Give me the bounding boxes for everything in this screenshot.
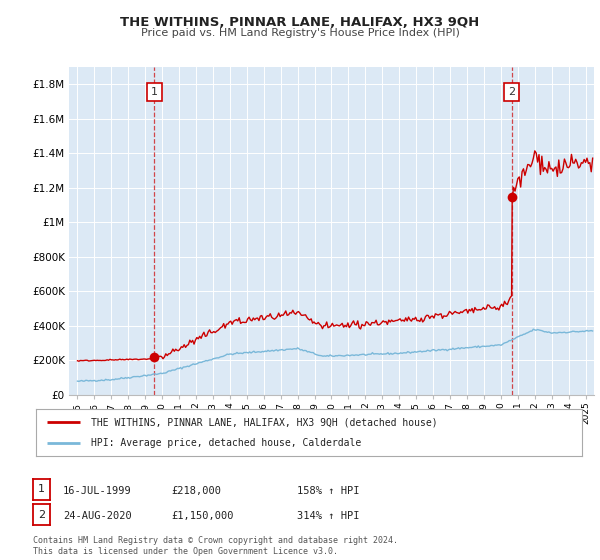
Text: THE WITHINS, PINNAR LANE, HALIFAX, HX3 9QH (detached house): THE WITHINS, PINNAR LANE, HALIFAX, HX3 9… xyxy=(91,417,437,427)
Text: Price paid vs. HM Land Registry's House Price Index (HPI): Price paid vs. HM Land Registry's House … xyxy=(140,28,460,38)
Text: 158% ↑ HPI: 158% ↑ HPI xyxy=(297,486,359,496)
Text: 2: 2 xyxy=(38,510,45,520)
Text: 1: 1 xyxy=(151,87,158,97)
Text: £1,150,000: £1,150,000 xyxy=(171,511,233,521)
Text: This data is licensed under the Open Government Licence v3.0.: This data is licensed under the Open Gov… xyxy=(33,547,338,556)
Text: 2: 2 xyxy=(508,87,515,97)
Text: Contains HM Land Registry data © Crown copyright and database right 2024.: Contains HM Land Registry data © Crown c… xyxy=(33,536,398,545)
Text: £218,000: £218,000 xyxy=(171,486,221,496)
Text: THE WITHINS, PINNAR LANE, HALIFAX, HX3 9QH: THE WITHINS, PINNAR LANE, HALIFAX, HX3 9… xyxy=(121,16,479,29)
Text: 1: 1 xyxy=(38,484,45,494)
Text: HPI: Average price, detached house, Calderdale: HPI: Average price, detached house, Cald… xyxy=(91,438,361,448)
Text: 314% ↑ HPI: 314% ↑ HPI xyxy=(297,511,359,521)
Text: 16-JUL-1999: 16-JUL-1999 xyxy=(63,486,132,496)
Text: 24-AUG-2020: 24-AUG-2020 xyxy=(63,511,132,521)
